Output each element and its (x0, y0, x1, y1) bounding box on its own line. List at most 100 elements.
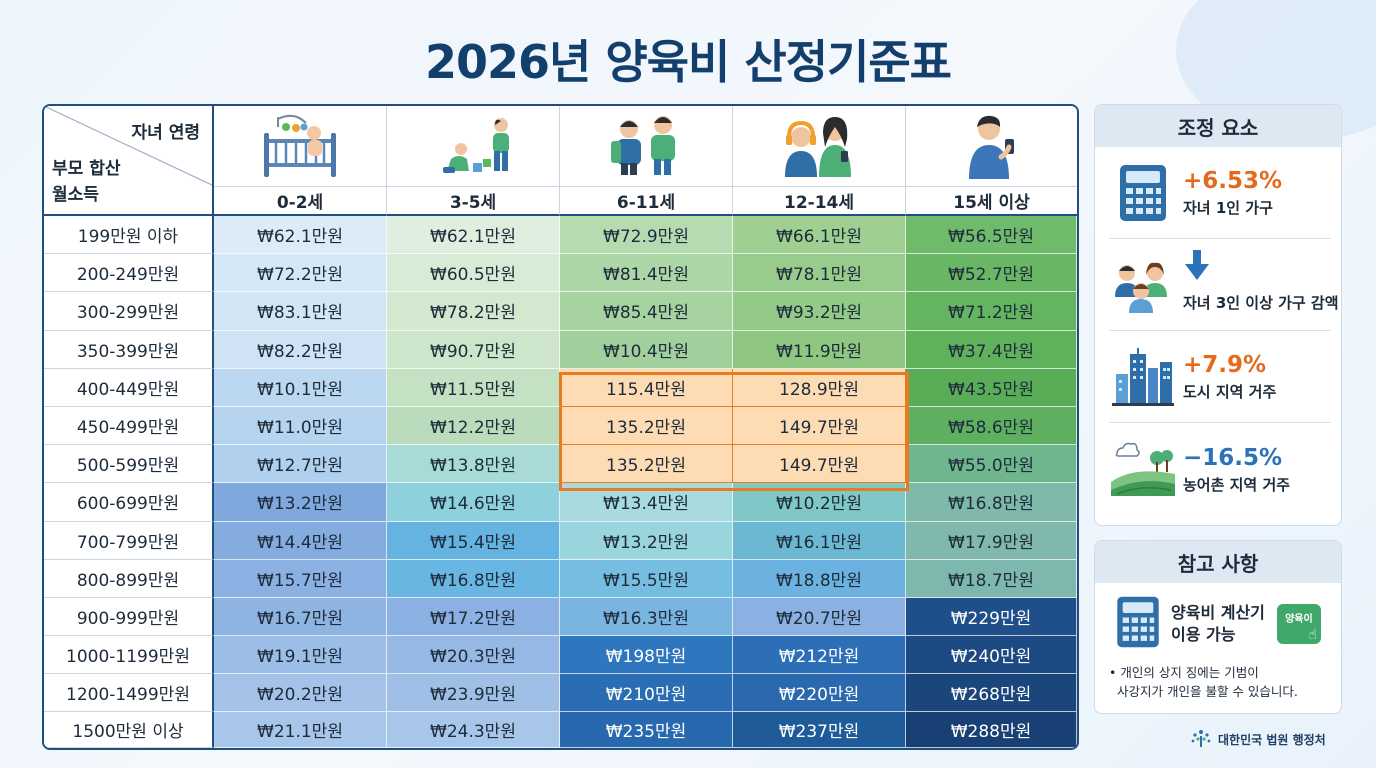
table-cell: ₩212만원 (733, 636, 906, 675)
table-cell: ₩55.0만원 (906, 445, 1077, 484)
adjustment-item-urban: +7.9% 도시 지역 거주 (1109, 331, 1331, 423)
calculator-availability: 양육비 계산기 이용 가능 (1171, 602, 1265, 646)
table-cell: ₩72.2만원 (214, 254, 387, 293)
table-cell: ₩268만원 (906, 674, 1077, 713)
table-cell: ₩198만원 (560, 636, 733, 675)
calculator-icon (1109, 159, 1177, 227)
table-cell: ₩10.2만원 (733, 483, 906, 522)
age-axis-label: 자녀 연령 (131, 123, 200, 143)
table-cell: ₩15.5만원 (560, 559, 733, 598)
adjustment-item-three-children: 자녀 3인 이상 가구 감액 (1109, 239, 1339, 331)
income-axis-label: 부모 합산 월소득 (52, 156, 120, 208)
table-cell: ₩20.3만원 (387, 636, 560, 675)
table-cell: ₩12.2만원 (387, 406, 560, 446)
table-cell: ₩90.7만원 (387, 330, 560, 369)
age-column-header: 12-14세 (733, 186, 906, 216)
table-cell: ₩229만원 (906, 597, 1077, 637)
income-bracket-label: 300-299만원 (44, 292, 214, 331)
footer-text: 대한민국 법원 행정처 (1218, 733, 1326, 747)
reference-note-line2: 사강지가 개인을 불할 수 있습니다. (1117, 684, 1298, 699)
table-cell: ₩85.4만원 (560, 292, 733, 331)
table-cell: ₩10.1만원 (214, 368, 387, 407)
table-cell: ₩15.4만원 (387, 521, 560, 560)
table-cell: 135.2만원 (560, 445, 733, 484)
table-cell: ₩210만원 (560, 674, 733, 713)
family-down-arrow-icon (1109, 251, 1177, 319)
adjustment-desc: 도시 지역 거주 (1183, 383, 1277, 401)
adjustment-panel-title: 조정 요소 (1095, 105, 1341, 147)
baby-crib-icon (214, 106, 387, 186)
table-cell: ₩16.3만원 (560, 597, 733, 637)
reference-panel: 참고 사항 양육비 계산기 이용 가능 양육이 ☝ • 개인의 상지 징에는 기… (1094, 540, 1342, 714)
income-bracket-label: 900-999만원 (44, 597, 214, 637)
teenagers-icon (733, 106, 906, 186)
table-cell: ₩19.1만원 (214, 636, 387, 675)
table-cell: ₩62.1만원 (214, 216, 387, 255)
table-cell: ₩66.1만원 (733, 216, 906, 255)
table-cell: ₩23.9만원 (387, 674, 560, 713)
table-cell: ₩16.8만원 (387, 559, 560, 598)
table-cell: ₩11.5만원 (387, 368, 560, 407)
table-corner-header: 자녀 연령 부모 합산 월소득 (44, 106, 214, 216)
table-cell: ₩52.7만원 (906, 254, 1077, 293)
reference-note-line1: • 개인의 상지 징에는 기범이 (1109, 665, 1259, 680)
income-bracket-label: 450-499만원 (44, 406, 214, 446)
income-bracket-label: 350-399만원 (44, 330, 214, 369)
table-cell: ₩15.7만원 (214, 559, 387, 598)
calculator-line2: 이용 가능 (1171, 625, 1236, 644)
adjustment-desc: 자녀 1인 가구 (1183, 199, 1273, 217)
school-children-icon (560, 106, 733, 186)
table-cell: ₩82.2만원 (214, 330, 387, 369)
income-bracket-label: 200-249만원 (44, 254, 214, 293)
table-cell: ₩24.3만원 (387, 712, 560, 748)
adjustment-panel: 조정 요소 +6.53% 자녀 1인 가구 (1094, 104, 1342, 526)
page-title: 2026년 양육비 산정기준표 (425, 35, 952, 89)
city-buildings-icon (1109, 343, 1177, 411)
table-cell: ₩83.1만원 (214, 292, 387, 331)
table-cell: ₩17.2만원 (387, 597, 560, 637)
adjustment-item-rural: −16.5% 농어촌 지역 거주 (1109, 423, 1331, 515)
court-emblem-icon (1190, 728, 1212, 751)
table-cell: ₩14.4만원 (214, 521, 387, 560)
income-bracket-label: 400-449만원 (44, 368, 214, 407)
table-cell: ₩78.1만원 (733, 254, 906, 293)
pointer-hand-icon: ☝ (1308, 627, 1317, 643)
table-cell: ₩13.4만원 (560, 483, 733, 522)
age-column-header: 15세 이상 (906, 186, 1077, 216)
table-cell: 149.7만원 (733, 406, 906, 446)
table-cell: ₩17.9만원 (906, 521, 1077, 560)
table-cell: ₩235만원 (560, 712, 733, 748)
table-cell: ₩237만원 (733, 712, 906, 748)
adjustment-desc: 자녀 3인 이상 가구 감액 (1183, 293, 1339, 312)
table-cell: ₩10.4만원 (560, 330, 733, 369)
table-cell: ₩16.1만원 (733, 521, 906, 560)
footer-credit: 대한민국 법원 행정처 (1190, 728, 1326, 751)
income-bracket-label: 1200-1499만원 (44, 674, 214, 713)
adjustment-value: +7.9% (1183, 352, 1267, 378)
income-bracket-label: 700-799만원 (44, 521, 214, 560)
table-cell: ₩81.4만원 (560, 254, 733, 293)
calculator-app-button[interactable]: 양육이 ☝ (1276, 604, 1321, 644)
income-bracket-label: 1500만원 이상 (44, 712, 214, 748)
rural-field-icon (1109, 435, 1177, 503)
table-cell: ₩71.2만원 (906, 292, 1077, 331)
table-cell: ₩58.6만원 (906, 406, 1077, 446)
table-cell: 149.7만원 (733, 445, 906, 484)
table-cell: 115.4만원 (560, 368, 733, 407)
age-column-header: 6-11세 (560, 186, 733, 216)
income-bracket-label: 1000-1199만원 (44, 636, 214, 675)
table-cell: ₩21.1만원 (214, 712, 387, 748)
table-cell: ₩20.7만원 (733, 597, 906, 637)
income-bracket-label: 600-699만원 (44, 483, 214, 522)
income-bracket-label: 500-599만원 (44, 445, 214, 484)
age-column-header: 0-2세 (214, 186, 387, 216)
income-axis-label-line2: 월소득 (52, 185, 99, 205)
table-cell: ₩78.2만원 (387, 292, 560, 331)
table-cell: ₩14.6만원 (387, 483, 560, 522)
adjustment-desc: 농어촌 지역 거주 (1183, 475, 1291, 494)
table-cell: ₩288만원 (906, 712, 1077, 748)
reference-note: • 개인의 상지 징에는 기범이 사강지가 개인을 불할 수 있습니다. (1095, 653, 1341, 701)
adjustment-item-single-child: +6.53% 자녀 1인 가구 (1109, 147, 1331, 239)
support-standard-table: 자녀 연령 부모 합산 월소득 (42, 104, 1079, 750)
table-cell: ₩60.5만원 (387, 254, 560, 293)
